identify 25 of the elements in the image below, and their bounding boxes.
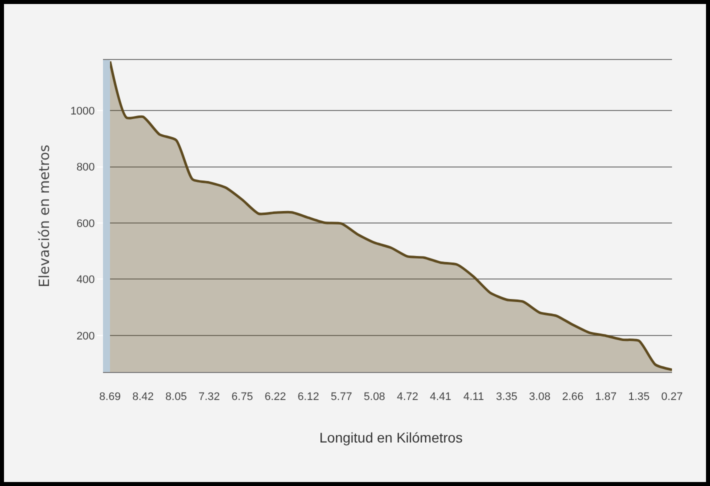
x-tick-label: 8.42 (132, 391, 154, 404)
x-tick-label: 6.22 (264, 391, 286, 404)
y-tick-label: 1000 (70, 105, 95, 118)
x-tick-label: 8.05 (165, 391, 187, 404)
x-tick-label: 1.35 (628, 391, 650, 404)
x-tick-label: 3.08 (529, 391, 550, 404)
y-tick-label: 800 (76, 162, 95, 174)
x-tick-label: 4.72 (396, 391, 418, 404)
x-tick-label: 3.35 (496, 391, 518, 404)
x-tick-label: 4.41 (430, 391, 452, 404)
x-tick-label: 5.08 (364, 391, 386, 404)
x-tick-label: 4.11 (463, 391, 484, 404)
y-tick-label: 600 (76, 218, 95, 230)
x-tick-label: 0.27 (661, 391, 683, 404)
y-tick-label: 400 (76, 274, 95, 286)
x-tick-label: 2.66 (562, 391, 584, 404)
x-tick-label: 8.69 (99, 391, 121, 404)
y-tick-label: 200 (76, 330, 95, 342)
x-tick-label: 6.12 (298, 391, 320, 404)
y-axis-title: Elevación en metros (36, 144, 53, 288)
x-tick-label: 6.75 (232, 391, 253, 404)
x-axis-title: Longitud en Kilómetros (319, 430, 463, 446)
x-tick-label: 1.87 (595, 391, 617, 404)
x-tick-label: 5.77 (330, 391, 352, 404)
x-tick-label: 7.32 (198, 391, 220, 404)
